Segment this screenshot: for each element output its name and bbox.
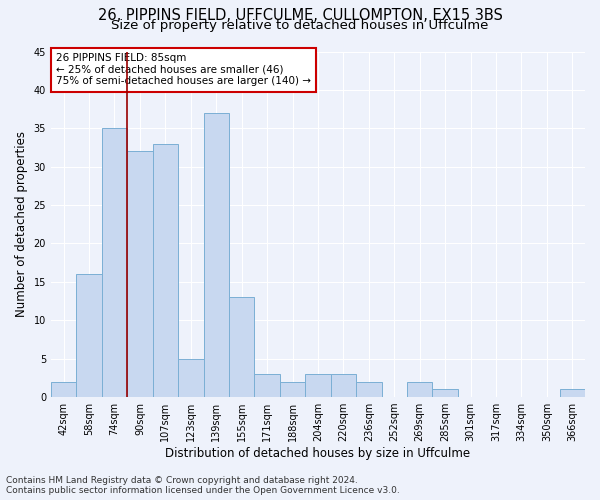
Bar	[229, 297, 254, 397]
Bar	[152, 144, 178, 397]
Bar	[254, 374, 280, 397]
Bar	[356, 382, 382, 397]
Bar	[102, 128, 127, 397]
Bar	[560, 390, 585, 397]
Bar	[76, 274, 102, 397]
Bar	[407, 382, 433, 397]
Text: 26 PIPPINS FIELD: 85sqm
← 25% of detached houses are smaller (46)
75% of semi-de: 26 PIPPINS FIELD: 85sqm ← 25% of detache…	[56, 53, 311, 86]
Bar	[127, 152, 152, 397]
Text: 26, PIPPINS FIELD, UFFCULME, CULLOMPTON, EX15 3BS: 26, PIPPINS FIELD, UFFCULME, CULLOMPTON,…	[98, 8, 502, 22]
X-axis label: Distribution of detached houses by size in Uffculme: Distribution of detached houses by size …	[166, 447, 470, 460]
Bar	[280, 382, 305, 397]
Bar	[331, 374, 356, 397]
Bar	[203, 113, 229, 397]
Bar	[433, 390, 458, 397]
Bar	[305, 374, 331, 397]
Y-axis label: Number of detached properties: Number of detached properties	[15, 132, 28, 318]
Bar	[51, 382, 76, 397]
Text: Size of property relative to detached houses in Uffculme: Size of property relative to detached ho…	[112, 19, 488, 32]
Text: Contains HM Land Registry data © Crown copyright and database right 2024.
Contai: Contains HM Land Registry data © Crown c…	[6, 476, 400, 495]
Bar	[178, 358, 203, 397]
